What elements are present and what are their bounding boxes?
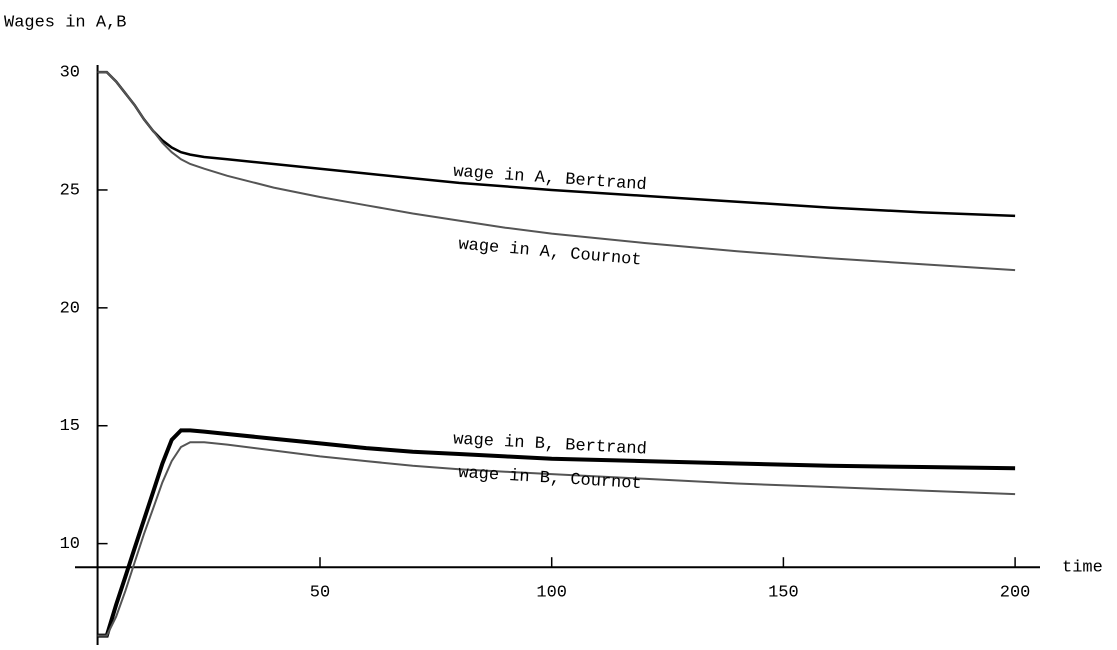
y-tick-label: 10	[60, 535, 80, 554]
x-tick-label: 200	[1000, 584, 1031, 603]
line-label: wage in B, Cournot	[458, 464, 642, 494]
y-tick-label: 25	[60, 181, 80, 200]
line	[97, 441, 1016, 637]
y-tick-label: 15	[60, 417, 80, 436]
line	[97, 428, 1016, 638]
x-tick-label: 50	[310, 584, 330, 603]
y-tick-label: 30	[60, 64, 80, 83]
x-tick-label: 100	[536, 584, 567, 603]
x-axis-label: time	[1062, 558, 1103, 577]
y-tick-label: 20	[60, 299, 80, 318]
line	[97, 71, 1016, 272]
x-tick-label: 150	[768, 584, 799, 603]
line	[97, 70, 1016, 218]
y-axis-label: Wages in A,B	[4, 13, 126, 32]
